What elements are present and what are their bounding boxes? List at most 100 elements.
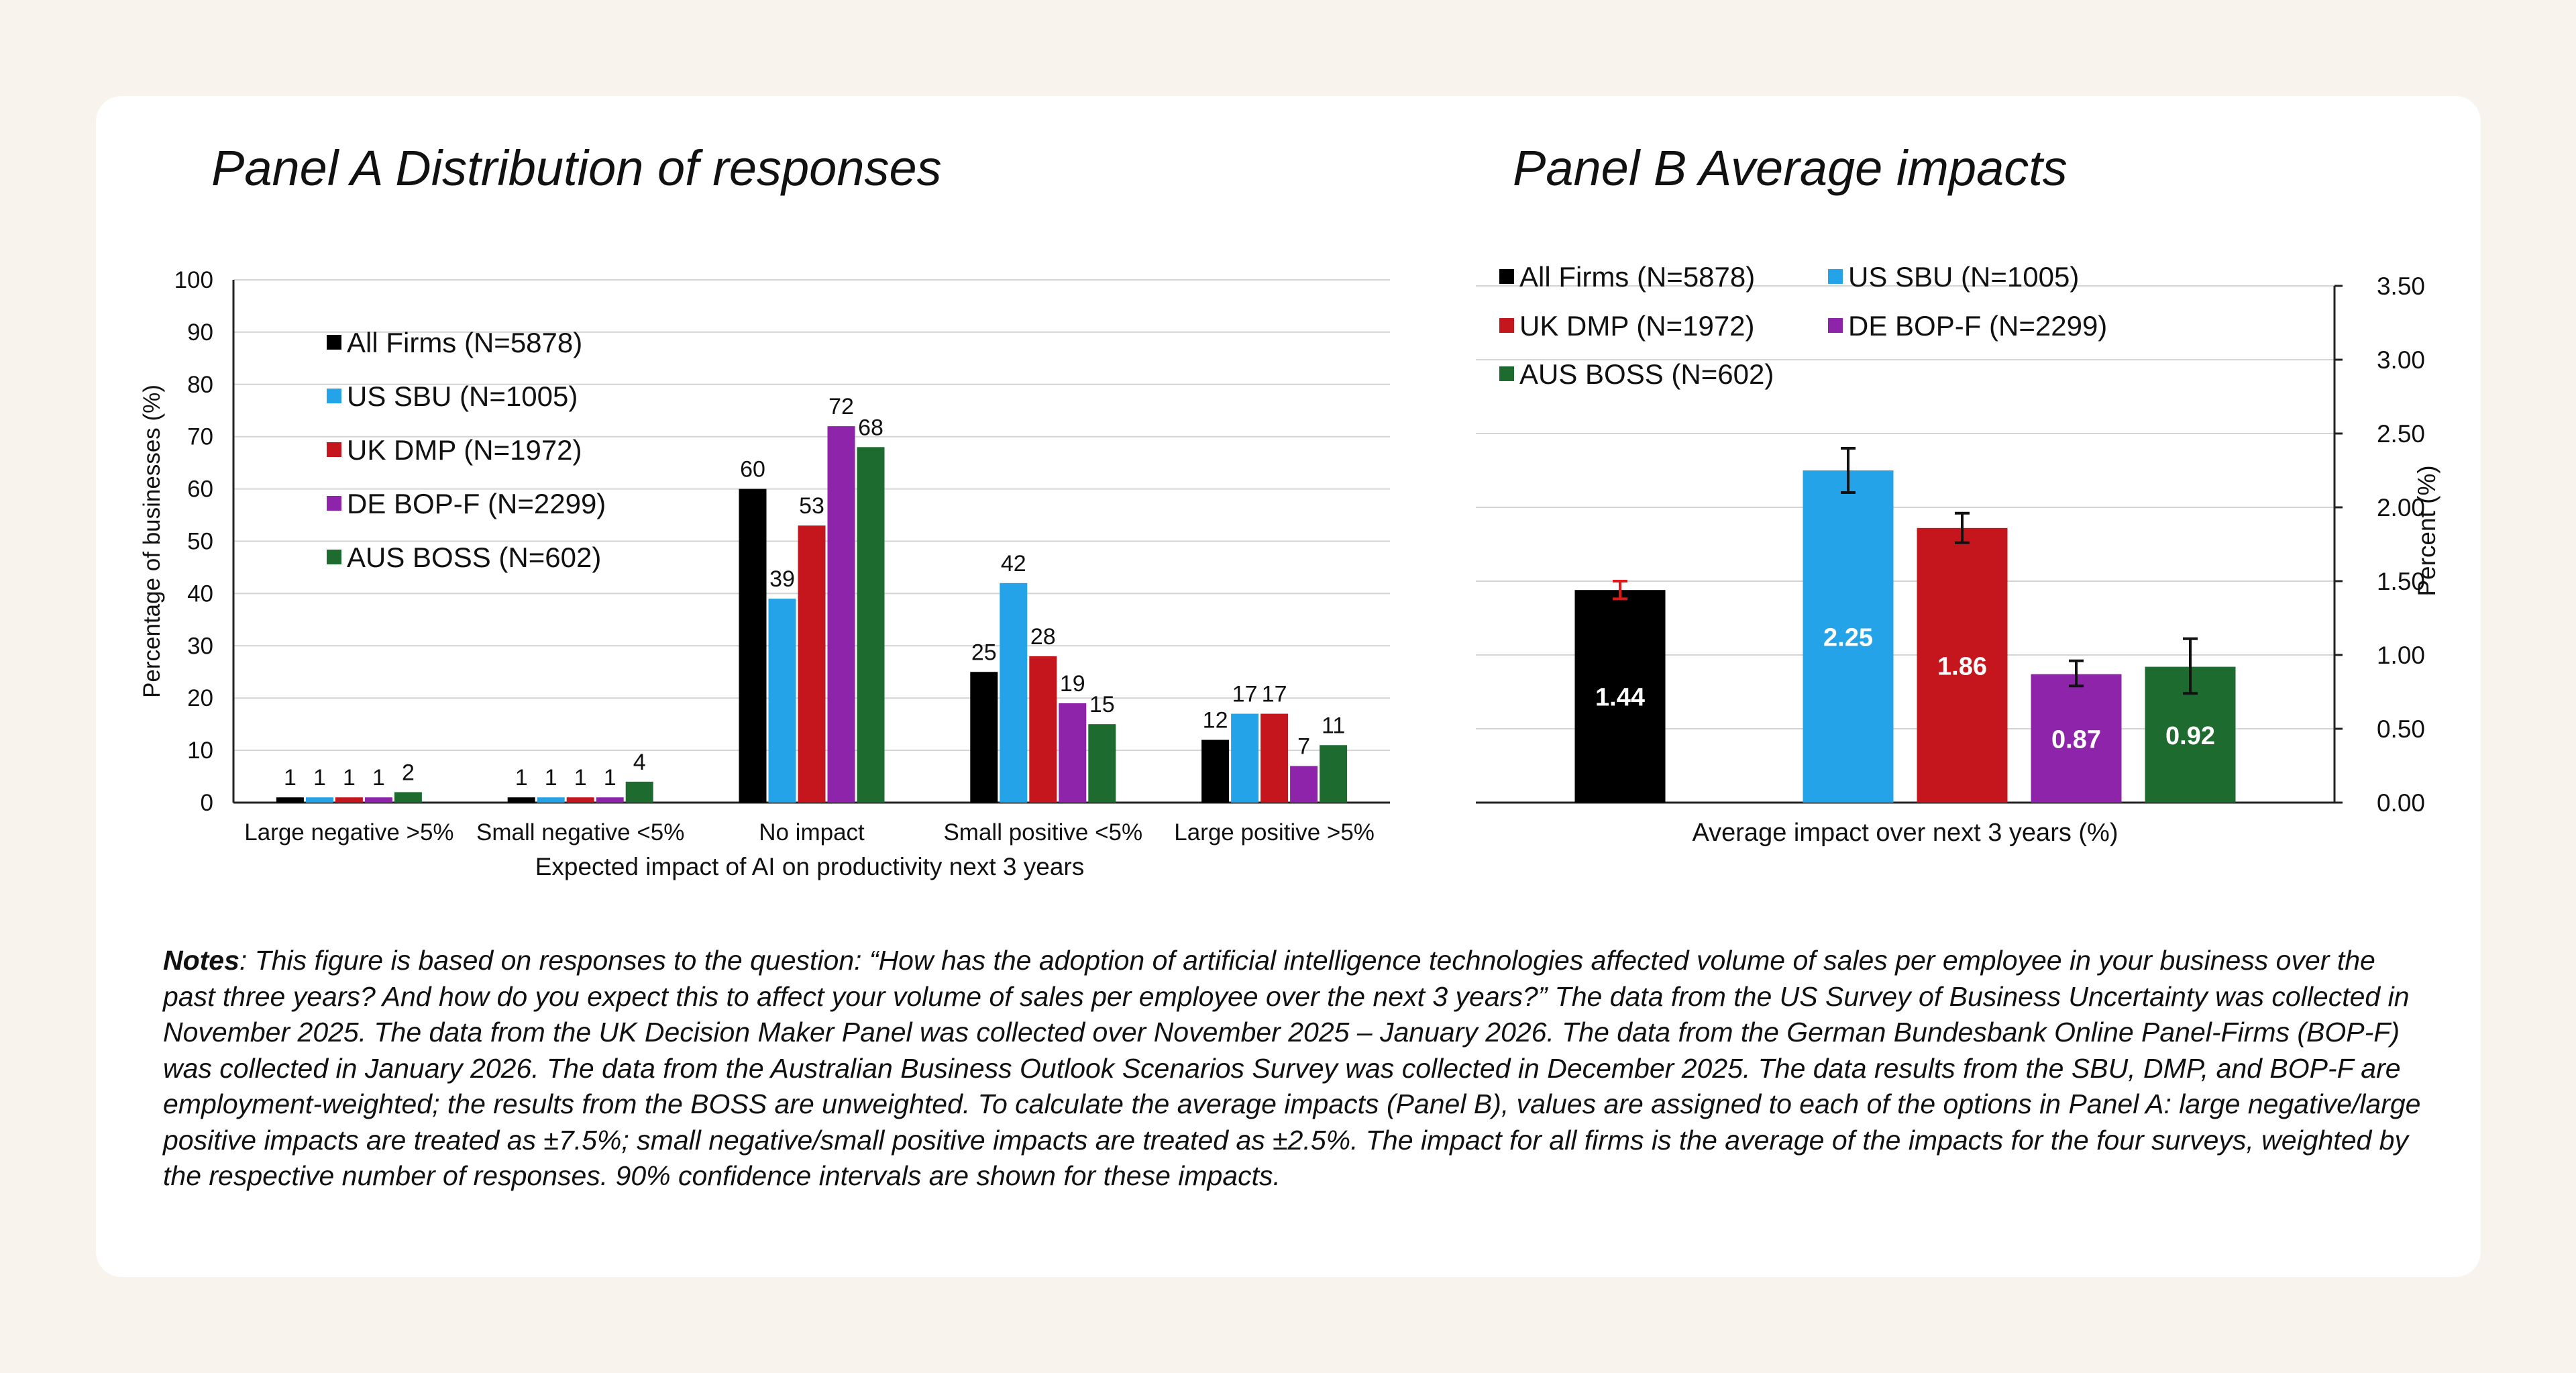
- legend-label: AUS BOSS (N=602): [1519, 358, 1774, 390]
- legend-label: US SBU (N=1005): [347, 380, 578, 412]
- data-label: 1: [372, 765, 385, 791]
- bar-aus_boss: [1320, 745, 1348, 803]
- y-tick-label: 20: [187, 685, 213, 711]
- y-tick-label: 10: [187, 738, 213, 764]
- legend-label: UK DMP (N=1972): [347, 434, 582, 466]
- data-label: 2: [402, 760, 415, 785]
- bar-uk_dmp: [1029, 656, 1057, 803]
- bar-us_sbu: [305, 797, 333, 803]
- bar-uk_dmp: [1917, 527, 2008, 803]
- notes-text: : This figure is based on responses to t…: [163, 945, 2421, 1191]
- data-label: 1: [604, 765, 616, 791]
- y-tick-label: 1.00: [2377, 642, 2425, 669]
- bar-uk_dmp: [335, 797, 363, 803]
- legend-swatch-uk_dmp: [1499, 318, 1514, 333]
- x-tick-label: Small negative <5%: [476, 819, 684, 846]
- y-tick-label: 0: [201, 790, 213, 816]
- bar-all_firms: [507, 797, 535, 803]
- data-label: 17: [1262, 682, 1287, 707]
- legend-swatch-all_firms: [1499, 269, 1514, 284]
- bar-aus_boss: [625, 781, 653, 803]
- data-label: 0.87: [2051, 725, 2101, 754]
- bar-us_sbu: [537, 797, 565, 803]
- y-tick-label: 80: [187, 372, 213, 398]
- legend-swatch-all_firms: [327, 335, 341, 350]
- y-tick-label: 0.00: [2377, 789, 2425, 817]
- y-tick-label: 0.50: [2377, 715, 2425, 743]
- data-label: 1.44: [1595, 684, 1645, 712]
- data-label: 1: [515, 765, 528, 791]
- bar-de_bopf: [596, 797, 624, 803]
- legend-swatch-de_bopf: [1828, 318, 1843, 333]
- data-label: 17: [1232, 682, 1258, 707]
- bar-us_sbu: [1000, 582, 1028, 803]
- legend-label: All Firms (N=5878): [347, 327, 582, 358]
- data-label: 1.86: [1937, 652, 1987, 680]
- y-tick-label: 50: [187, 529, 213, 555]
- data-label: 25: [971, 640, 997, 665]
- data-label: 0.92: [2165, 722, 2215, 750]
- notes-label: Notes: [163, 945, 239, 976]
- x-tick-label: Small positive <5%: [943, 819, 1142, 846]
- y-axis-title: Percentage of businesses (%): [139, 385, 165, 698]
- legend-label: DE BOP-F (N=2299): [347, 488, 606, 519]
- y-tick-label: 3.00: [2377, 346, 2425, 374]
- y-tick-label: 2.00: [2377, 494, 2425, 521]
- y-axis-title: Percent (%): [2413, 465, 2440, 596]
- x-tick-label: Large negative >5%: [244, 819, 453, 846]
- x-tick-label: Large positive >5%: [1174, 819, 1375, 846]
- bar-all_firms: [739, 489, 767, 803]
- data-label: 28: [1030, 624, 1056, 650]
- data-label: 72: [828, 394, 854, 419]
- bar-aus_boss: [394, 792, 422, 803]
- bar-de_bopf: [827, 426, 855, 803]
- bar-all_firms: [970, 672, 998, 803]
- y-tick-label: 2.50: [2377, 420, 2425, 448]
- data-label: 1: [313, 765, 326, 791]
- panel-a-title: Panel A Distribution of responses: [211, 140, 942, 196]
- legend-swatch-us_sbu: [327, 389, 341, 403]
- data-label: 7: [1297, 733, 1310, 759]
- y-tick-label: 1.50: [2377, 568, 2425, 595]
- y-tick-label: 40: [187, 580, 213, 607]
- x-axis-title: Average impact over next 3 years (%): [1692, 819, 2118, 847]
- data-label: 1: [574, 765, 587, 791]
- x-axis-title: Expected impact of AI on productivity ne…: [535, 853, 1085, 880]
- bar-de_bopf: [1290, 766, 1318, 803]
- data-label: 12: [1203, 708, 1228, 733]
- bar-us_sbu: [1803, 470, 1894, 803]
- y-tick-label: 60: [187, 476, 213, 503]
- y-tick-label: 100: [174, 267, 213, 293]
- bar-uk_dmp: [1260, 713, 1289, 803]
- y-tick-label: 3.50: [2377, 272, 2425, 300]
- bar-uk_dmp: [566, 797, 594, 803]
- legend-label: All Firms (N=5878): [1519, 261, 1755, 293]
- y-tick-label: 90: [187, 319, 213, 346]
- bar-de_bopf: [364, 797, 392, 803]
- bar-aus_boss: [1088, 724, 1116, 803]
- bar-all_firms: [1201, 740, 1230, 803]
- data-label: 68: [858, 415, 883, 440]
- bar-all_firms: [1574, 590, 1666, 803]
- bar-us_sbu: [768, 599, 796, 803]
- data-label: 1: [343, 765, 356, 791]
- data-label: 39: [769, 566, 795, 592]
- legend-label: US SBU (N=1005): [1848, 261, 2079, 293]
- data-label: 15: [1089, 692, 1115, 717]
- notes: Notes: This figure is based on responses…: [163, 943, 2430, 1194]
- data-label: 11: [1322, 713, 1345, 738]
- data-label: 4: [633, 750, 646, 775]
- y-tick-label: 30: [187, 633, 213, 659]
- data-label: 19: [1060, 671, 1085, 697]
- data-label: 2.25: [1823, 624, 1873, 652]
- bar-aus_boss: [857, 447, 885, 803]
- x-tick-label: No impact: [759, 819, 865, 846]
- data-label: 1: [545, 765, 557, 791]
- legend-label: UK DMP (N=1972): [1519, 310, 1755, 342]
- panel-b-chart: 0.00 0.50 1.00 1.50 2.00 2.50 3.00 3.50 1.44 2.25…: [1476, 261, 2440, 847]
- data-label: 42: [1001, 551, 1026, 576]
- legend-swatch-uk_dmp: [327, 442, 341, 457]
- data-label: 1: [284, 765, 297, 791]
- data-label: 53: [799, 493, 824, 519]
